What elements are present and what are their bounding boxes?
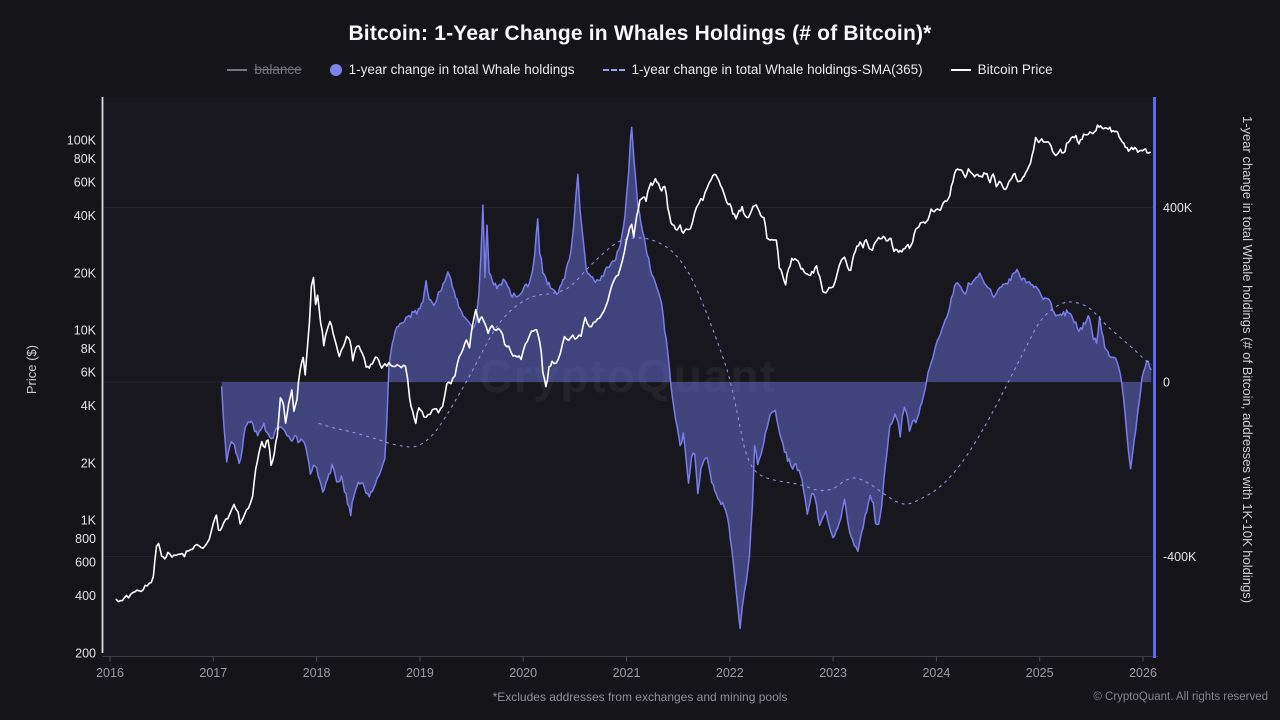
- legend-label-bitcoin-price: Bitcoin Price: [977, 62, 1053, 77]
- price-axis-tick-label: 20K: [74, 266, 97, 280]
- legend: balance 1-year change in total Whale hol…: [0, 62, 1280, 77]
- series-layer: CryptoQuant: [115, 124, 1152, 630]
- sma-dashed-line-swatch-icon: [602, 68, 625, 71]
- price-axis-tick-label: 6K: [81, 366, 97, 380]
- price-axis-tick-label: 80K: [74, 152, 97, 166]
- price-axis-tick-label: 8K: [81, 342, 97, 356]
- x-axis-tick-label: 2021: [613, 666, 641, 680]
- price-axis-tick-label: 600: [75, 556, 96, 570]
- price-axis-tick-label: 400: [75, 589, 96, 603]
- whale-change-sma-line: [318, 237, 1152, 505]
- legend-label-balance: balance: [254, 62, 302, 77]
- price-line-swatch-icon: [950, 68, 971, 71]
- price-axis-tick-label: 200: [75, 646, 96, 660]
- whale-change-dot-swatch-icon: [329, 63, 342, 76]
- right-axis-title: 1-year change in total Whale holdings (#…: [1240, 116, 1255, 604]
- x-axis-tick-label: 2025: [1026, 666, 1054, 680]
- legend-item-whale-change[interactable]: 1-year change in total Whale holdings: [329, 62, 575, 77]
- legend-item-balance[interactable]: balance: [227, 62, 302, 77]
- legend-item-whale-change-sma[interactable]: 1-year change in total Whale holdings-SM…: [602, 62, 923, 77]
- x-axis-tick-label: 2016: [96, 666, 124, 680]
- price-axis-tick-label: 2K: [81, 456, 97, 470]
- chart-title: Bitcoin: 1-Year Change in Whales Holding…: [348, 22, 932, 45]
- whale-axis-tick-label: 0: [1163, 376, 1170, 390]
- plot-area: [103, 97, 1154, 656]
- legend-label-whale-change: 1-year change in total Whale holdings: [348, 62, 575, 77]
- x-axis-tick-label: 2019: [406, 666, 434, 680]
- balance-line-swatch-icon: [227, 68, 248, 71]
- price-axis-tick-label: 800: [75, 532, 96, 546]
- x-axis-tick-label: 2020: [509, 666, 537, 680]
- bitcoin-price-line: [115, 124, 1151, 603]
- x-axis-tick-label: 2024: [922, 666, 950, 680]
- x-axis-tick-label: 2026: [1129, 666, 1157, 680]
- price-axis-tick-label: 60K: [74, 176, 97, 190]
- copyright-text: © CryptoQuant. All rights reserved: [1093, 691, 1268, 703]
- legend-item-bitcoin-price[interactable]: Bitcoin Price: [950, 62, 1053, 77]
- whale-change-area-edge: [220, 126, 1152, 630]
- x-axis-tick-label: 2022: [716, 666, 744, 680]
- price-axis-tick-label: 1K: [81, 514, 97, 528]
- legend-label-whale-change-sma: 1-year change in total Whale holdings-SM…: [631, 62, 923, 77]
- price-axis-tick-label: 4K: [81, 399, 97, 413]
- price-axis-tick-label: 10K: [74, 324, 97, 338]
- x-axis-tick-label: 2018: [303, 666, 331, 680]
- cryptoquant-watermark: CryptoQuant: [479, 350, 777, 402]
- price-axis-tick-label: 100K: [67, 134, 97, 148]
- x-axis-tick-label: 2017: [199, 666, 227, 680]
- chart-footnote: *Excludes addresses from exchanges and m…: [492, 690, 788, 704]
- x-axis-tick-label: 2023: [819, 666, 847, 680]
- left-axis-title: Price ($): [24, 345, 39, 395]
- price-axis-tick-label: 40K: [74, 209, 97, 223]
- whale-axis-tick-label: -400K: [1163, 550, 1197, 564]
- whale-axis-tick-label: 400K: [1163, 201, 1193, 215]
